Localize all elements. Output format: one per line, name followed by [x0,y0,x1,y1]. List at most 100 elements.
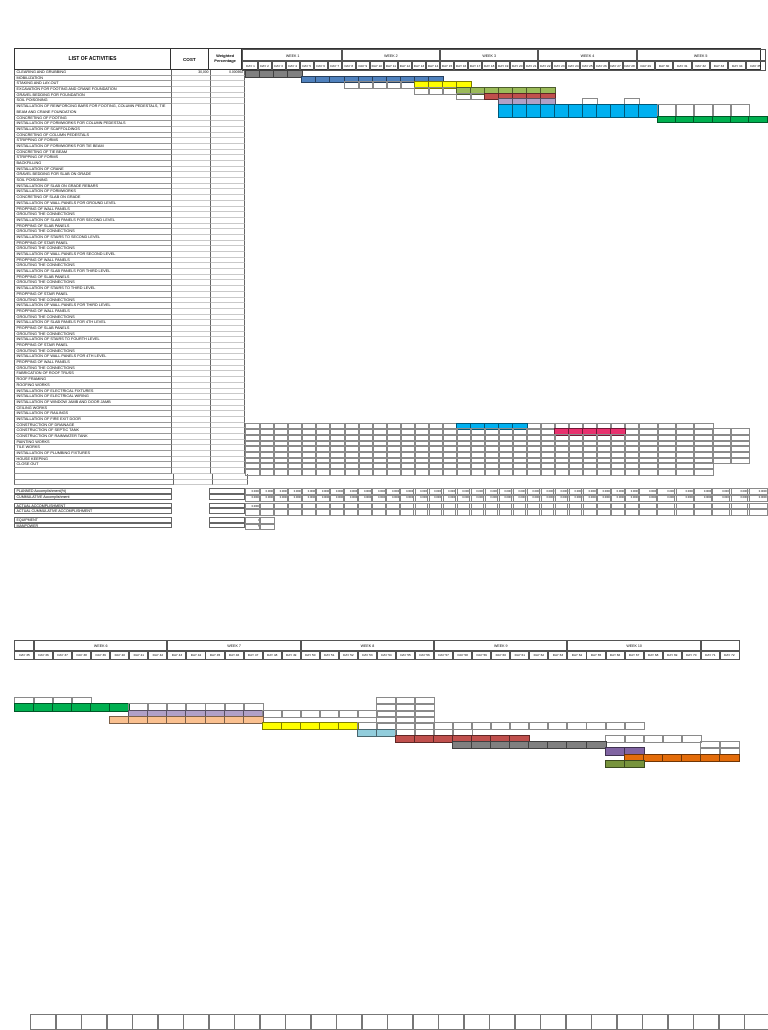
gantt-outline-cell [343,445,360,454]
col-header-weighted: Weighted Percentage [209,49,243,69]
summary-value-cell: 0.0000 [398,493,416,502]
summary-value-cell [286,508,304,516]
gantt-bar-cell [356,728,378,737]
activity-label: CONSTRUCTION OF DRAINAGE [14,422,172,429]
summary-values-area: 0.0000 [244,502,768,511]
summary-value-cell: 0.0000 [581,493,599,502]
summary-value-cell [497,508,514,516]
gantt-bars-area-2 [14,697,740,769]
gantt-outline-cell [582,434,599,442]
gantt-outline-cell [371,81,388,90]
day-header-cell-2: DAY 48 [261,650,283,660]
day-header-cell: DAY 20 [509,60,526,71]
col-header-activities: LIST OF ACTIVITIES [15,49,171,69]
gantt-outline-cell [357,428,374,437]
activity-row: INSTALLATION OF SCAFFOLDINGS [14,126,761,133]
summary-value-cell [469,508,486,516]
gantt-bar-cell [166,715,188,725]
day-header-cell-2: DAY 68 [642,650,664,660]
gantt-bar-cell [287,70,304,78]
activity-row: GROUTING THE CONNECTIONS [14,314,761,321]
activity-row: INSTALLATION OF WALL PANELS FOR THIRD LE… [14,303,761,309]
day-header-cell: DAY 32 [690,60,711,71]
summary-value-cell [674,508,696,516]
activity-label: GRAVEL BEDDING FOR FOUNDATION [14,92,172,99]
activity-row [14,468,761,476]
day-header-cell: DAY 25 [579,60,596,71]
activity-label: INSTALLATION OF FORMWORKS FOR COLUMN PED… [14,121,172,127]
gantt-row-area [245,462,761,471]
cost-cell [171,252,211,258]
activity-label: GROUTING THE CONNECTIONS [14,212,172,218]
gantt-outline-cell [483,456,500,465]
strip-cell [81,1014,107,1030]
gantt-outline-cell [433,722,455,731]
gantt-bar-cell [547,741,569,750]
summary-value-cell: 0.0000 [747,493,768,502]
summary-value-cell [384,508,402,516]
summary-value-cell [595,508,613,516]
cost-cell [171,126,211,133]
cost-cell: 30,000 [171,70,211,76]
strip-cell [463,1014,490,1030]
gantt-outline-cell [441,434,458,442]
gantt-bar-cell [242,715,264,725]
gantt-outline-cell [273,462,290,471]
gantt-outline-cell [427,445,444,454]
strip-cell [310,1014,337,1030]
gantt-outline-cell [540,445,557,454]
summary-values-area: 0.0000 0.0000 0.0000 0.0000 0.0000 0.0000 0.00… [244,493,768,502]
gantt-outline-cell [301,434,318,442]
weighted-cell [210,234,246,241]
gantt-outline-cell [259,445,276,454]
gantt-outline-cell [554,462,571,471]
cost-cell [171,195,211,201]
day-header-cell: DAY 14 [425,60,442,71]
summary-value-cell [342,508,360,516]
activity-row: CONSTRUCTION OF DRAINAGE [14,422,761,431]
gantt-outline-cell [356,709,378,718]
summary-value-cell: 0.0000 [441,493,458,502]
activity-label: CLEARING AND GRUBBING [14,70,172,76]
gantt-outline-cell [441,462,458,471]
gantt-outline-cell [624,468,641,476]
summary-value-cell: 0.0000 [427,488,444,496]
gantt-outline-cell [413,428,430,437]
weighted-cell [210,416,246,423]
activity-label: GRAVEL BEDDING FOR SLAB ON GRADE [14,172,172,179]
blank-row [14,479,761,486]
summary-value-cell: 0.0000 [609,488,627,496]
summary-value-cell: 0.0000 [553,493,570,502]
summary-value-cell: 0.0000 [497,493,514,502]
gantt-outline-cell [610,434,627,442]
gantt-outline-cell [301,462,318,471]
gantt-outline-cell [511,445,529,454]
day-header-cell: DAY 15 [439,60,456,71]
weighted-cell [210,297,246,304]
gantt-bar-cell [509,741,531,750]
summary-value-cell: 0.0000 [692,488,714,496]
summary-value-cell: 0.0000 [314,488,332,496]
activity-label: FABRICATION OF ROOF TRUSS [14,371,172,378]
activity-row: GROUTING THE CONNECTIONS [14,246,761,253]
summary-label: ACTUAL CUMMULATIVE ACCOMPLISHMENT [14,508,173,514]
gantt-outline-cell [329,434,346,442]
gantt-outline-cell [674,451,696,459]
gantt-outline-cell [259,468,276,476]
gantt-outline-cell [395,709,417,718]
weighted-cell [210,172,246,179]
gantt-bar-cell [90,703,112,712]
activity-row: STRIPPING OF FORMS [14,155,761,162]
gantt-outline-cell [427,87,444,95]
summary-value-cell: 0.0000 [637,493,659,502]
gantt-outline-cell [497,451,514,459]
day-header-cell: DAY 22 [537,60,554,71]
gantt-outline-cell [483,468,500,476]
gantt-outline-cell [414,697,436,706]
gantt-outline-cell [395,722,417,731]
summary-value-cell [525,508,542,516]
gantt-outline-cell [399,462,416,471]
gantt-outline-cell [469,434,486,442]
weighted-cell [210,183,246,190]
